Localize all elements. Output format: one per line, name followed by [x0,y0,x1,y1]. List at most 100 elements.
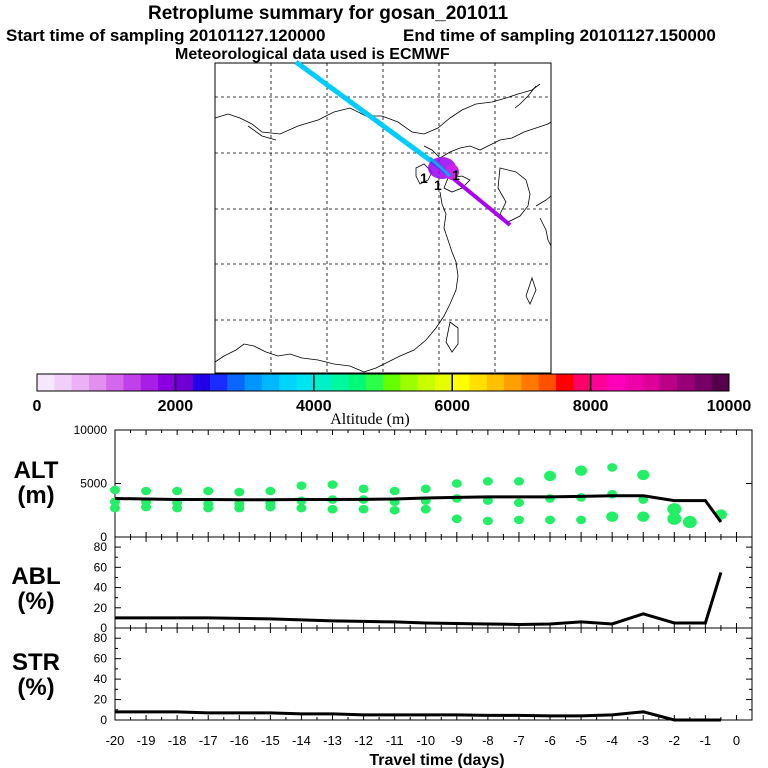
scatter-point [141,486,152,496]
colorbar-cell [227,374,246,391]
alt-panel-label: ALT (m) [10,458,62,508]
x-tick-label: -18 [168,733,187,748]
scatter-point [667,503,682,516]
y-tick-label: 0 [100,713,107,727]
colorbar-cell [521,374,540,391]
colorbar-tick-label: 2000 [158,398,194,415]
colorbar-tick-label: 6000 [434,398,470,415]
colorbar-cell [573,374,592,391]
scatter-point [482,516,493,526]
x-tick-label: -3 [637,733,649,748]
colorbar-cell [452,374,470,391]
abl-label: ABL [11,563,61,590]
str-panel-frame [114,627,753,721]
x-tick-label: -11 [386,733,404,748]
x-axis: -20 -19 -18 -17 -16 -15 -14 -13 -12 -11 -10 -9 -8 -7-… [106,733,740,748]
alt-label: ALT [13,457,59,484]
y-tick-label: 80 [94,631,108,645]
colorbar-cell [313,374,332,391]
scatter-point [607,463,618,472]
x-tick-label: -10 [416,733,435,748]
end-time-label: End time of sampling [403,26,575,45]
scatter-point [203,486,214,496]
x-axis-label: Travel time (days) [369,752,504,768]
scatter-point [203,503,214,513]
scatter-point [482,496,493,505]
abl-panel-label: ABL (%) [10,564,62,614]
colorbar-cell [365,374,384,391]
colorbar-tick-label: 4000 [296,398,332,415]
scatter-point [451,514,462,524]
y-tick-label: 0 [100,530,107,544]
colorbar-cell [71,374,90,391]
colorbar-cell [279,374,297,391]
colorbar-cell [106,374,124,391]
x-tick-label: -14 [292,733,311,748]
colorbar-cell [158,374,176,391]
colorbar-cell [54,374,73,391]
colorbar-cell [538,374,557,391]
str-panel-label: STR (%) [10,650,62,700]
alt-panel-frame [114,429,753,538]
x-tick-label: -13 [323,733,342,748]
x-tick-label: -15 [261,733,280,748]
scatter-point [451,479,462,488]
x-tick-label: -4 [606,733,618,748]
colorbar-cell [434,374,453,391]
scatter-point [296,481,307,490]
map-marker-3: 1 [452,167,460,183]
scatter-point [327,480,338,489]
scatter-point [513,477,524,486]
map-panel: 1 1 1 [214,59,552,374]
scatter-point [265,502,276,512]
alt-scatter [110,463,727,529]
y-tick-label: 10000 [74,423,108,437]
y-tick-label: 40 [94,581,108,595]
scatter-point [576,515,587,525]
x-tick-label: -16 [230,733,249,748]
colorbar-cell [677,374,695,391]
end-time: End time of sampling 20101127.150000 [403,26,716,46]
x-tick-label: -6 [544,733,556,748]
colorbar-cells [37,374,730,391]
plume-track-cyan [294,59,440,169]
colorbar-cell [140,374,159,391]
colorbar: 0 2000 4000 6000 8000 10000 Altitude (m) [33,373,751,428]
colorbar-ticks: 0 2000 4000 6000 8000 10000 [33,374,751,415]
y-tick-label: 60 [94,560,108,574]
str-y-ticks: 80 60 40 20 0 [94,631,752,727]
abl-panel: 80 60 40 20 0 [94,536,753,635]
colorbar-cell [504,374,522,391]
abl-unit: (%) [17,588,55,615]
colorbar-cell [556,374,574,391]
map-gridlines [215,63,551,373]
x-tick-label: -12 [354,733,373,748]
colorbar-cell [37,374,55,391]
x-tick-label: -19 [137,733,156,748]
colorbar-frame [36,373,730,392]
scatter-point [420,504,431,514]
colorbar-cell [607,374,626,391]
colorbar-cell [261,374,280,391]
str-series-line [115,710,721,722]
x-tick-label: -20 [106,733,125,748]
colorbar-tick-label: 0 [33,398,42,415]
y-tick-label: 80 [94,540,108,554]
scatter-point [234,503,245,513]
scatter-point [545,515,556,525]
x-tick-label: 0 [733,733,740,748]
scatter-point [637,469,650,481]
map-marker-2: 1 [434,177,442,193]
scatter-point [327,504,338,514]
colorbar-cell [469,374,488,391]
scatter-point [172,486,183,496]
scatter-point [682,515,697,529]
scatter-point [513,515,524,525]
scatter-point [110,503,120,513]
abl-series-line [115,571,723,626]
colorbar-cell [331,374,349,391]
colorbar-title: Altitude (m) [330,411,410,428]
colorbar-cell [383,374,401,391]
colorbar-cell [175,374,194,391]
